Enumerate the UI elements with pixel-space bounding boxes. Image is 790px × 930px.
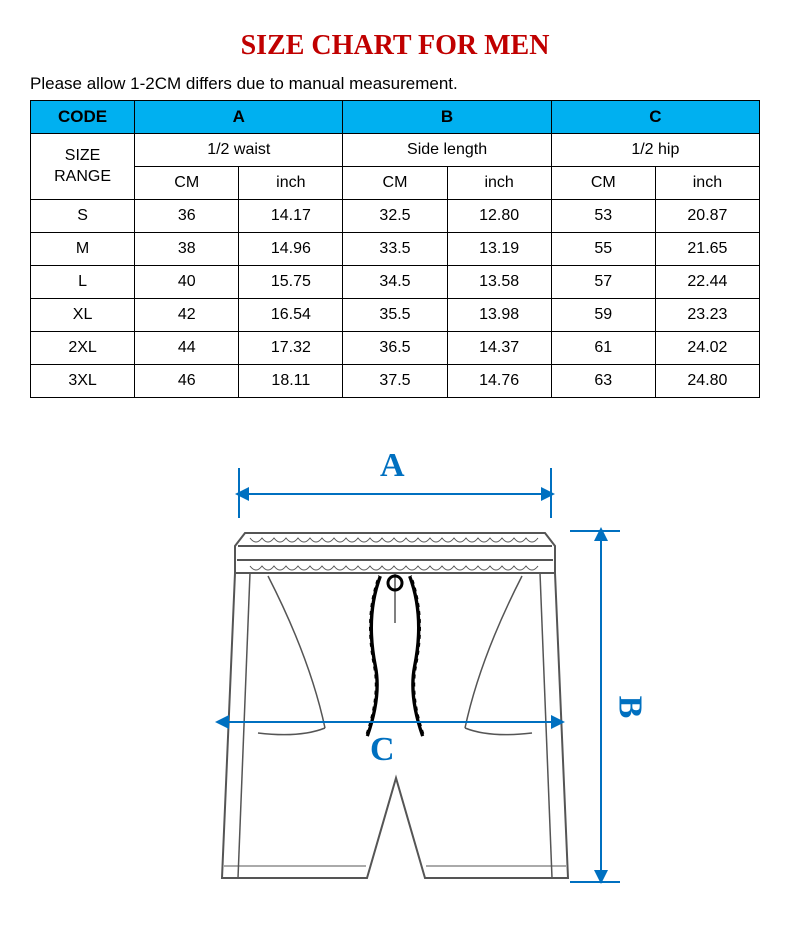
dim-a-line <box>240 493 550 495</box>
cell-a_in: 17.32 <box>239 332 343 365</box>
dim-a-arrow <box>235 487 249 501</box>
unit-inch: inch <box>447 167 551 200</box>
unit-cm: CM <box>551 167 655 200</box>
dim-c-line <box>220 721 560 723</box>
cell-c_cm: 59 <box>551 299 655 332</box>
size-range-text: SIZERANGE <box>31 146 134 188</box>
cell-b_cm: 32.5 <box>343 200 447 233</box>
cell-a_in: 15.75 <box>239 266 343 299</box>
cell-c_in: 21.65 <box>655 233 759 266</box>
dim-c-label: C <box>370 731 395 769</box>
cell-b_cm: 33.5 <box>343 233 447 266</box>
cell-b_in: 13.58 <box>447 266 551 299</box>
unit-cm: CM <box>343 167 447 200</box>
cell-a_in: 16.54 <box>239 299 343 332</box>
table-row: XL4216.5435.513.985923.23 <box>31 299 760 332</box>
col-a: A <box>135 101 343 134</box>
cell-a_in: 14.17 <box>239 200 343 233</box>
cell-c_cm: 61 <box>551 332 655 365</box>
cell-b_cm: 36.5 <box>343 332 447 365</box>
dim-c-arrow <box>215 715 229 729</box>
table-row: M3814.9633.513.195521.65 <box>31 233 760 266</box>
cell-c_cm: 53 <box>551 200 655 233</box>
cell-c_in: 23.23 <box>655 299 759 332</box>
unit-inch: inch <box>655 167 759 200</box>
table-row: 2XL4417.3236.514.376124.02 <box>31 332 760 365</box>
shorts-icon <box>210 528 580 888</box>
dim-b-label: B <box>610 696 648 719</box>
dim-b-arrow <box>594 527 608 541</box>
cell-b_in: 13.98 <box>447 299 551 332</box>
table-subheader-row-1: SIZERANGE 1/2 waist Side length 1/2 hip <box>31 134 760 167</box>
table-subheader-row-2: CM inch CM inch CM inch <box>31 167 760 200</box>
dim-c-arrow <box>551 715 565 729</box>
table-row: S3614.1732.512.805320.87 <box>31 200 760 233</box>
table-row: L4015.7534.513.585722.44 <box>31 266 760 299</box>
shorts-diagram: A <box>30 433 760 903</box>
cell-c_cm: 57 <box>551 266 655 299</box>
cell-a_cm: 44 <box>135 332 239 365</box>
chart-title: SIZE CHART FOR MEN <box>30 30 760 62</box>
col-c: C <box>551 101 759 134</box>
cell-a_in: 18.11 <box>239 365 343 398</box>
col-code: CODE <box>31 101 135 134</box>
cell-b_in: 12.80 <box>447 200 551 233</box>
cell-b_in: 14.76 <box>447 365 551 398</box>
cell-c_cm: 63 <box>551 365 655 398</box>
cell-a_cm: 36 <box>135 200 239 233</box>
cell-c_in: 20.87 <box>655 200 759 233</box>
size-table: CODE A B C SIZERANGE 1/2 waist Side leng… <box>30 100 760 398</box>
table-header-row: CODE A B C <box>31 101 760 134</box>
cell-c_cm: 55 <box>551 233 655 266</box>
cell-code: S <box>31 200 135 233</box>
cell-a_cm: 46 <box>135 365 239 398</box>
cell-c_in: 24.02 <box>655 332 759 365</box>
cell-a_in: 14.96 <box>239 233 343 266</box>
cell-b_cm: 37.5 <box>343 365 447 398</box>
dim-b-arrow <box>594 870 608 884</box>
cell-c_in: 22.44 <box>655 266 759 299</box>
cell-c_in: 24.80 <box>655 365 759 398</box>
cell-b_in: 13.19 <box>447 233 551 266</box>
cell-code: M <box>31 233 135 266</box>
unit-cm: CM <box>135 167 239 200</box>
side-label: Side length <box>343 134 551 167</box>
cell-a_cm: 38 <box>135 233 239 266</box>
cell-b_in: 14.37 <box>447 332 551 365</box>
dim-b-line <box>600 533 602 878</box>
cell-code: L <box>31 266 135 299</box>
dim-a-arrow <box>541 487 555 501</box>
cell-code: XL <box>31 299 135 332</box>
cell-b_cm: 34.5 <box>343 266 447 299</box>
cell-a_cm: 42 <box>135 299 239 332</box>
cell-b_cm: 35.5 <box>343 299 447 332</box>
dim-a-label: A <box>380 447 405 485</box>
unit-inch: inch <box>239 167 343 200</box>
cell-code: 2XL <box>31 332 135 365</box>
size-range-label: SIZERANGE <box>31 134 135 200</box>
cell-code: 3XL <box>31 365 135 398</box>
measurement-note: Please allow 1-2CM differs due to manual… <box>30 74 760 94</box>
col-b: B <box>343 101 551 134</box>
hip-label: 1/2 hip <box>551 134 759 167</box>
waist-label: 1/2 waist <box>135 134 343 167</box>
cell-a_cm: 40 <box>135 266 239 299</box>
table-row: 3XL4618.1137.514.766324.80 <box>31 365 760 398</box>
